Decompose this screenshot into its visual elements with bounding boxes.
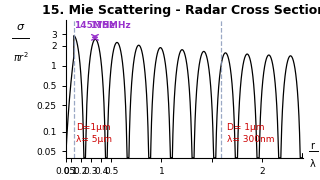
Text: λ: λ bbox=[310, 159, 316, 169]
Text: 175MHz: 175MHz bbox=[90, 21, 131, 30]
Text: 145MHz: 145MHz bbox=[75, 21, 115, 30]
Text: $\pi r^2$: $\pi r^2$ bbox=[13, 50, 29, 64]
Text: D=1μm
λ= 5μm: D=1μm λ= 5μm bbox=[76, 123, 112, 144]
Title: 15. Mie Scattering - Radar Cross Section: 15. Mie Scattering - Radar Cross Section bbox=[42, 4, 320, 17]
Text: r: r bbox=[310, 141, 314, 151]
Text: D= 1μm
λ= 300nm: D= 1μm λ= 300nm bbox=[227, 123, 275, 144]
Text: $\sigma$: $\sigma$ bbox=[16, 22, 25, 32]
